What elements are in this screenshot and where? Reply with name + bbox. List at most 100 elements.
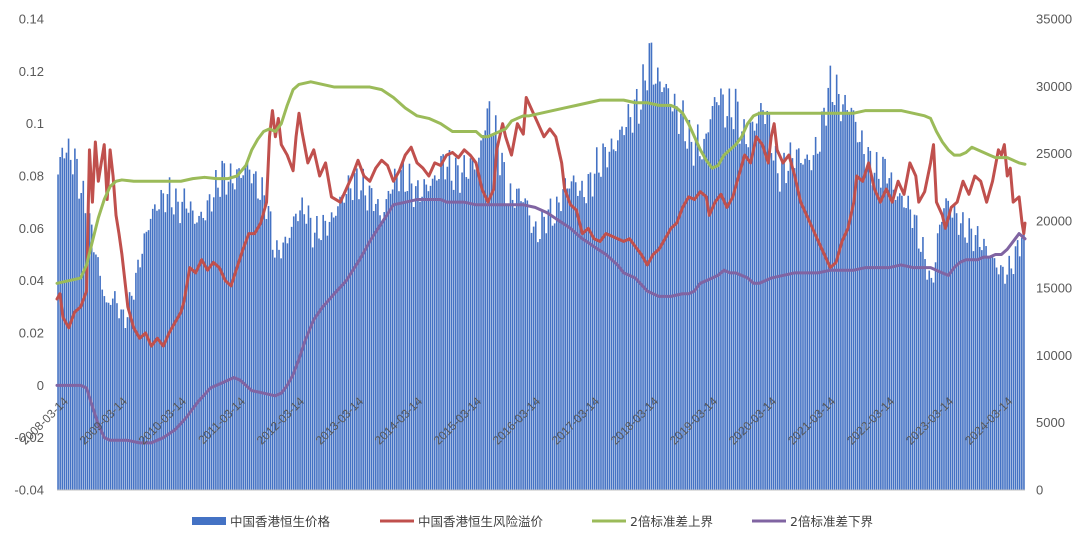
price-bar xyxy=(322,214,324,490)
price-bar xyxy=(669,106,672,490)
price-bar xyxy=(730,117,733,490)
price-bar xyxy=(509,183,512,490)
price-bar xyxy=(372,211,375,491)
price-bar xyxy=(208,194,211,490)
price-bar xyxy=(135,272,137,490)
price-bar xyxy=(894,199,897,490)
price-bar xyxy=(305,223,308,490)
price-bar xyxy=(537,242,539,490)
price-bar xyxy=(353,172,356,490)
y-right-tick-label: 25000 xyxy=(1036,146,1072,161)
price-bar xyxy=(335,215,337,490)
price-bar xyxy=(450,180,453,490)
y-left-tick-label: 0.14 xyxy=(19,12,44,27)
price-bar xyxy=(282,242,285,490)
price-bar xyxy=(625,127,628,491)
price-bar xyxy=(995,267,998,490)
price-bar xyxy=(114,291,116,490)
price-bar xyxy=(863,154,865,491)
price-bar xyxy=(299,210,301,490)
price-bar xyxy=(951,217,954,490)
price-bar xyxy=(236,169,238,490)
price-bar xyxy=(598,172,600,490)
price-bar xyxy=(368,185,371,490)
price-bar xyxy=(920,251,922,490)
price-bar xyxy=(227,181,230,490)
price-bar xyxy=(393,168,396,490)
price-bar xyxy=(962,212,964,490)
price-bar xyxy=(404,191,407,490)
price-bar xyxy=(175,188,177,490)
price-bar xyxy=(438,178,440,491)
price-bar xyxy=(781,160,783,490)
price-bar xyxy=(204,220,207,490)
price-bar xyxy=(295,213,297,490)
price-bar xyxy=(764,124,766,490)
price-bar xyxy=(326,235,329,490)
price-bar xyxy=(389,193,392,491)
price-bar xyxy=(572,175,575,490)
price-bar xyxy=(957,234,960,490)
price-bar xyxy=(206,200,209,491)
price-bar xyxy=(191,210,194,491)
price-bar xyxy=(915,215,918,490)
price-bar xyxy=(560,211,562,490)
price-bar xyxy=(654,83,657,491)
y-right-tick-label: 15000 xyxy=(1036,281,1072,296)
price-bar xyxy=(627,104,630,490)
price-bar xyxy=(444,179,447,490)
price-bar xyxy=(160,189,162,490)
price-bar xyxy=(471,160,474,490)
price-bar xyxy=(808,159,811,490)
price-bar xyxy=(964,237,966,490)
price-bar xyxy=(189,201,192,490)
price-bar xyxy=(370,188,373,491)
price-bar xyxy=(856,142,859,490)
legend-item-upper: 2倍标准差上界 xyxy=(592,514,713,529)
price-bar xyxy=(486,108,489,491)
legend-item-lower: 2倍标准差下界 xyxy=(752,514,873,529)
price-bar xyxy=(461,172,463,490)
price-bar xyxy=(671,111,674,491)
price-bar xyxy=(520,201,522,490)
price-bar xyxy=(555,196,558,490)
price-bar xyxy=(604,147,606,490)
price-bar xyxy=(1006,274,1008,490)
price-bar xyxy=(74,148,76,490)
price-bar xyxy=(955,213,958,490)
price-bar xyxy=(139,267,141,490)
legend-item-price: 中国香港恒生价格 xyxy=(192,514,331,529)
price-bar xyxy=(882,156,884,490)
price-bar xyxy=(255,171,257,490)
price-bar xyxy=(86,229,89,490)
price-bar xyxy=(274,257,276,490)
price-bar xyxy=(518,188,520,490)
price-bar xyxy=(215,170,217,490)
price-bar xyxy=(454,157,457,490)
price-bar xyxy=(271,249,274,490)
price-bar xyxy=(97,257,99,490)
price-bar xyxy=(703,138,705,490)
price-bar xyxy=(1010,268,1013,490)
price-bar xyxy=(530,232,533,490)
price-bar xyxy=(181,201,184,490)
price-bar xyxy=(480,140,482,490)
price-bar xyxy=(82,180,85,490)
price-bar xyxy=(126,317,129,490)
price-bar xyxy=(905,208,907,491)
price-bar xyxy=(829,65,832,490)
price-bar xyxy=(890,172,893,490)
price-bar xyxy=(349,188,352,490)
price-bar xyxy=(221,160,223,491)
price-bar xyxy=(229,163,232,490)
price-bar xyxy=(945,198,947,491)
price-bar xyxy=(219,196,221,490)
price-bar xyxy=(648,43,651,490)
price-bar xyxy=(848,113,851,490)
price-bar xyxy=(791,158,794,490)
price-bar xyxy=(452,189,455,490)
price-bar xyxy=(768,113,771,490)
price-bar xyxy=(133,299,135,490)
price-bar xyxy=(779,191,781,490)
price-bar xyxy=(619,129,621,491)
